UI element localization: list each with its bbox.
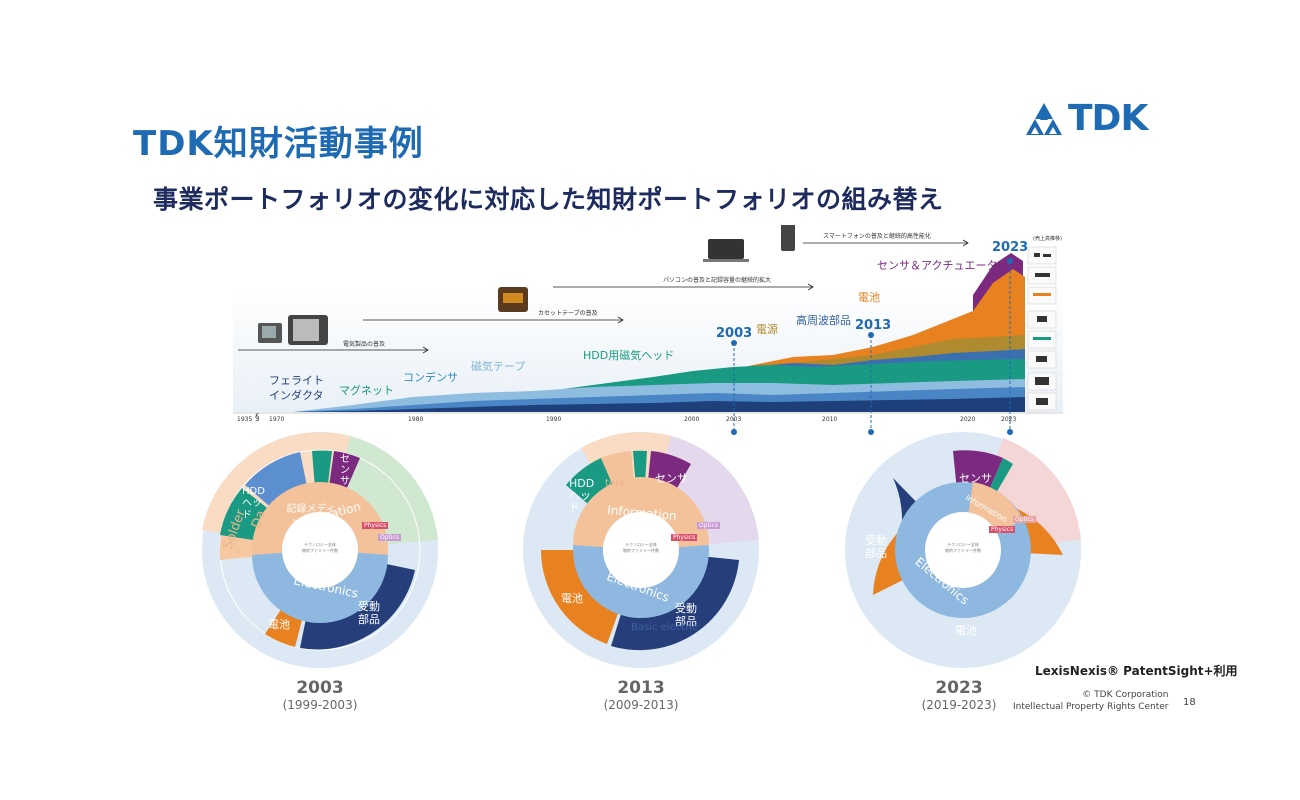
label-battery-2023: 電池 — [955, 624, 977, 637]
label-battery-2013: 電池 — [561, 592, 583, 605]
label-passive-2013: 受動部品 — [675, 602, 697, 628]
axis-break-icon: § — [255, 413, 260, 423]
sunburst-range-2013: (2009-2013) — [603, 698, 679, 712]
label-physics-2013: Physics — [671, 534, 698, 541]
label-sensor-2013: センサ — [655, 472, 688, 485]
label-recording-media: 記録メディア — [286, 504, 336, 527]
sunburst-2023: センサ 受動部品 電池 Physics Optics Information E… — [843, 430, 1083, 670]
sunburst-2013: HDDヘッド センサ 電池 受動部品 Basic electric Physic… — [521, 430, 761, 670]
timeline-svg — [233, 225, 1063, 435]
tdk-emblem-icon — [1026, 102, 1062, 135]
sunburst-2013-svg — [523, 432, 759, 668]
sunburst-year-2003: 2003 — [296, 678, 344, 698]
page-subtitle: 事業ポートフォリオの変化に対応した知財ポートフォリオの組み替え — [153, 185, 944, 214]
label-physics-2003: Physics — [362, 522, 389, 529]
label-hdd-2003: HDDヘッド — [242, 486, 265, 521]
center-label-2013: テクノロジー全体 物的ファミリー件数 — [623, 542, 659, 553]
milestone-dots — [731, 258, 1013, 435]
category-sensor: センサ＆アクチュエータ — [877, 259, 998, 272]
event-label-smartphone: スマートフォンの普及と継続的高性能化 — [823, 233, 931, 240]
category-hdd-head: HDD用磁気ヘッド — [583, 349, 675, 362]
category-inductor: インダクタ — [269, 389, 324, 402]
tdk-logo: TDK — [1024, 98, 1148, 139]
copyright-line-2: Intellectual Property Rights Center — [1013, 702, 1169, 712]
category-ferrite: フェライト — [269, 374, 324, 387]
label-optics-2013: Optics — [697, 522, 720, 529]
tick-1935: 1935 — [237, 416, 253, 423]
tdk-logo-text: TDK — [1068, 98, 1148, 139]
sunburst-2003: 記録メディア センサ HDDヘッド 電池 受動部品 Solder Da Phys… — [200, 430, 440, 670]
label-sensor-2003: センサ — [340, 454, 350, 487]
timeline-chart: 1935 § 1970 1980 1990 2000 2003 2010 202… — [233, 225, 1063, 435]
milestone-2023: 2023 — [992, 240, 1029, 255]
sunburst-2003-svg — [202, 432, 438, 668]
tick-2010: 2010 — [822, 416, 838, 423]
label-passive-2003: 受動部品 — [358, 600, 380, 626]
tick-1980: 1980 — [408, 416, 424, 423]
label-battery-2003: 電池 — [268, 618, 290, 631]
label-basic-electric-2013: Basic electric — [631, 622, 698, 633]
tick-2020: 2020 — [960, 416, 976, 423]
page-number: 18 — [1183, 697, 1196, 708]
milestone-2013: 2013 — [855, 318, 892, 333]
center-label-2003: テクノロジー全体 物的ファミリー件数 — [302, 542, 338, 553]
label-sensor-2023: センサ — [959, 472, 992, 485]
label-tora-2013: tora — [605, 478, 626, 489]
event-label-appliances: 電気製品の普及 — [343, 341, 386, 348]
label-optics-2023: Optics — [1013, 516, 1036, 523]
label-optics-2003: Optics — [378, 534, 401, 541]
label-physics-2023: Physics — [989, 526, 1016, 533]
copyright-line-1: © TDK Corporation — [1082, 690, 1169, 700]
label-passive-2023: 受動部品 — [865, 534, 887, 560]
milestone-lines — [733, 261, 1011, 432]
tick-2003: 2003 — [726, 416, 742, 423]
event-label-pc: パソコンの普及と記録容量の継続的拡大 — [663, 277, 772, 284]
layer-ferrite — [293, 397, 1025, 412]
thumbnail-parts — [1033, 253, 1051, 405]
event-label-cassette: カセットテープの普及 — [538, 310, 598, 317]
tick-1990: 1990 — [546, 416, 562, 423]
tick-1970: 1970 — [269, 416, 285, 423]
sunburst-2023-svg — [845, 432, 1081, 668]
tick-2023: 2023 — [1001, 416, 1017, 423]
milestone-2003: 2003 — [716, 326, 753, 341]
sunburst-range-2023: (2019-2023) — [921, 698, 997, 712]
data-source-attribution: LexisNexis® PatentSight+利用 — [1035, 664, 1238, 678]
sunburst-range-2003: (1999-2003) — [282, 698, 358, 712]
sunburst-year-2013: 2013 — [617, 678, 665, 698]
category-battery: 電池 — [858, 291, 880, 304]
product-pictograms — [258, 225, 795, 345]
category-capacitor: コンデンサ — [403, 371, 458, 384]
sunburst-year-2023: 2023 — [935, 678, 983, 698]
sales-trend-label: (売上高推移) — [1033, 236, 1062, 242]
label-hdd-2013: HDDヘッド — [569, 477, 595, 514]
center-label-2023: テクノロジー全体 物的ファミリー件数 — [945, 542, 981, 553]
category-magnet: マグネット — [339, 384, 394, 397]
event-arrows — [238, 239, 969, 354]
category-power: 電源 — [756, 323, 778, 336]
tick-2000: 2000 — [684, 416, 700, 423]
category-rf: 高周波部品 — [796, 314, 851, 327]
page-title: TDK知財活動事例 — [133, 124, 424, 164]
copyright-notice: © TDK Corporation Intellectual Property … — [1013, 689, 1169, 713]
category-tape: 磁気テープ — [471, 360, 526, 373]
